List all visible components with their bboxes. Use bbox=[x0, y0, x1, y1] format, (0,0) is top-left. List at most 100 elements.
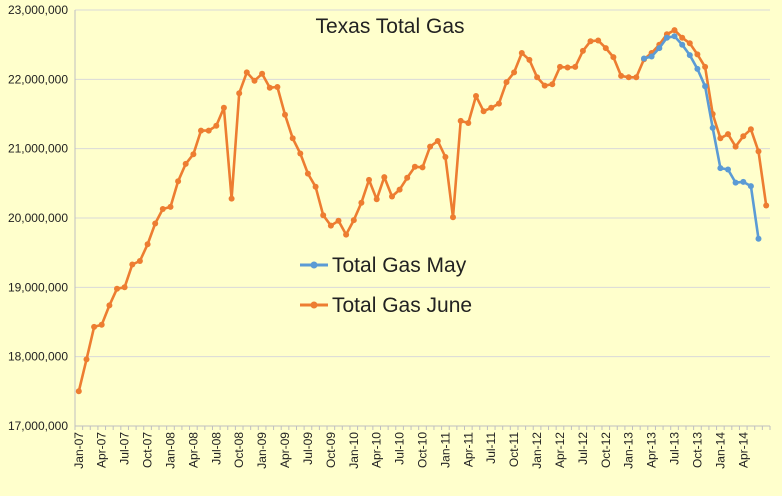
y-axis-tick-labels: 17,000,000 18,000,000 19,000,000 20,000,000… bbox=[8, 3, 68, 433]
data-point bbox=[755, 148, 762, 155]
data-point bbox=[121, 284, 128, 291]
data-point bbox=[190, 151, 197, 158]
series-line bbox=[643, 34, 760, 239]
series-may bbox=[641, 33, 762, 242]
series-line bbox=[77, 28, 768, 392]
x-tick-label: Jul-10 bbox=[393, 432, 407, 465]
data-point bbox=[564, 64, 571, 71]
data-point bbox=[572, 63, 579, 70]
x-tick-label: Jul-11 bbox=[484, 432, 498, 464]
data-point bbox=[175, 178, 182, 185]
chart-title: Texas Total Gas bbox=[315, 15, 464, 38]
data-point bbox=[327, 222, 334, 229]
data-point bbox=[717, 165, 724, 172]
data-point bbox=[755, 235, 762, 242]
x-tick-label: Jan-12 bbox=[530, 432, 544, 469]
data-point bbox=[534, 74, 541, 81]
data-point bbox=[602, 45, 609, 52]
y-tick-label: 21,000,000 bbox=[8, 142, 68, 156]
data-point bbox=[274, 84, 281, 90]
data-point bbox=[282, 111, 288, 118]
data-point bbox=[488, 104, 495, 111]
axes bbox=[74, 10, 771, 430]
data-point bbox=[740, 133, 747, 140]
data-point bbox=[427, 143, 434, 150]
data-point bbox=[404, 174, 411, 181]
data-point bbox=[763, 202, 770, 209]
data-point bbox=[671, 27, 678, 34]
data-point bbox=[343, 231, 350, 238]
data-point bbox=[159, 206, 166, 212]
data-point bbox=[480, 108, 487, 115]
data-point bbox=[495, 100, 502, 107]
data-point bbox=[518, 50, 525, 56]
data-point bbox=[549, 81, 556, 88]
x-tick-label: Oct-09 bbox=[324, 432, 338, 468]
data-point bbox=[465, 120, 472, 126]
data-point bbox=[167, 203, 174, 210]
data-point bbox=[335, 217, 342, 224]
data-point bbox=[702, 63, 709, 70]
data-point bbox=[228, 195, 235, 202]
data-point bbox=[694, 65, 701, 72]
data-point bbox=[320, 212, 327, 219]
data-point bbox=[289, 135, 296, 142]
data-point bbox=[129, 261, 136, 268]
data-point bbox=[725, 131, 731, 138]
data-point bbox=[266, 84, 273, 91]
x-tick-label: Jul-13 bbox=[668, 432, 682, 465]
data-point bbox=[373, 196, 380, 203]
data-point bbox=[396, 186, 403, 193]
legend-item-may: Total Gas May bbox=[300, 254, 467, 277]
data-point bbox=[557, 63, 563, 70]
y-tick-label: 17,000,000 bbox=[8, 419, 68, 433]
data-point bbox=[473, 93, 479, 99]
data-point bbox=[75, 388, 82, 395]
x-tick-label: Apr-07 bbox=[95, 432, 109, 468]
data-point bbox=[610, 54, 617, 61]
x-tick-label: Jul-08 bbox=[209, 432, 223, 465]
data-point bbox=[114, 285, 120, 292]
data-point bbox=[312, 183, 319, 190]
data-point bbox=[304, 170, 311, 177]
data-point bbox=[595, 37, 602, 44]
legend-label-may: Total Gas May bbox=[332, 254, 467, 277]
x-tick-label: Jan-09 bbox=[255, 432, 269, 469]
data-point bbox=[91, 323, 98, 330]
data-point bbox=[717, 135, 724, 142]
gridlines bbox=[75, 9, 770, 427]
data-point bbox=[732, 143, 739, 150]
data-point bbox=[251, 77, 258, 84]
data-point bbox=[198, 127, 204, 134]
legend-marker-may bbox=[310, 261, 318, 269]
series-lines bbox=[75, 27, 770, 395]
y-tick-label: 19,000,000 bbox=[8, 280, 68, 294]
data-point bbox=[205, 127, 212, 134]
data-point bbox=[450, 214, 456, 221]
data-point bbox=[389, 193, 395, 200]
data-point bbox=[182, 160, 189, 167]
data-point bbox=[136, 258, 143, 264]
legend-marker-june bbox=[310, 301, 318, 309]
x-tick-label: Apr-13 bbox=[645, 432, 659, 468]
x-tick-label: Apr-14 bbox=[736, 432, 750, 468]
data-point bbox=[641, 55, 647, 62]
data-point bbox=[144, 241, 151, 248]
data-point bbox=[656, 45, 663, 52]
x-tick-label: Jan-14 bbox=[713, 432, 727, 469]
data-point bbox=[98, 321, 105, 328]
x-tick-label: Jan-07 bbox=[72, 432, 86, 469]
x-tick-label: Apr-09 bbox=[278, 432, 292, 468]
data-point bbox=[411, 163, 418, 170]
data-point bbox=[648, 53, 655, 60]
legend-label-june: Total Gas June bbox=[332, 294, 472, 317]
data-point bbox=[686, 40, 693, 47]
data-point bbox=[366, 176, 372, 183]
data-point bbox=[747, 126, 754, 133]
data-point bbox=[541, 82, 548, 89]
data-point bbox=[633, 74, 640, 81]
data-point bbox=[106, 302, 113, 309]
x-tick-label: Apr-10 bbox=[370, 432, 384, 468]
